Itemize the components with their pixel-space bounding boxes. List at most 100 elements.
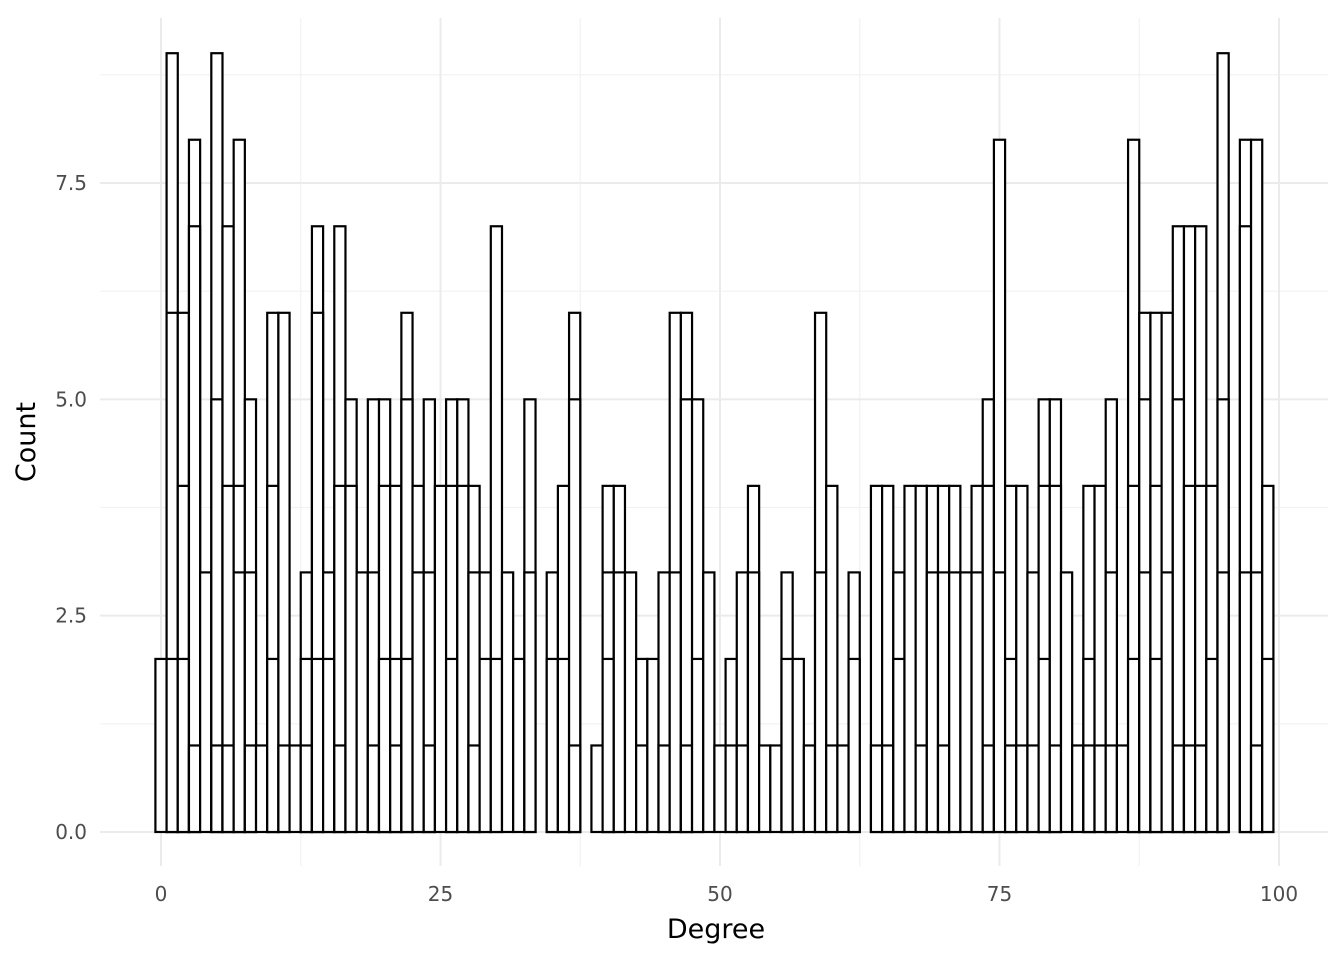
histogram-bar xyxy=(914,744,928,834)
histogram-bar xyxy=(512,657,526,834)
histogram-bar xyxy=(1104,744,1118,834)
histogram-bar xyxy=(780,657,794,834)
histogram-bar xyxy=(187,744,202,834)
histogram-bar xyxy=(310,657,325,834)
histogram-bar xyxy=(422,744,437,834)
histogram-bar xyxy=(1037,657,1051,834)
y-tick-label: 7.5 xyxy=(55,171,87,195)
histogram-bar xyxy=(254,744,269,834)
histogram-bar xyxy=(322,657,336,834)
histogram-bar xyxy=(1015,744,1029,834)
histogram-bar xyxy=(187,225,202,834)
histogram-bar xyxy=(545,657,559,834)
histogram-bar xyxy=(176,657,191,834)
histogram-bar xyxy=(970,571,984,834)
histogram-bar xyxy=(646,657,660,834)
histogram-bar xyxy=(400,657,414,834)
histogram-bar xyxy=(903,484,917,834)
histogram-bar xyxy=(1238,571,1253,834)
histogram-bar xyxy=(623,571,638,834)
histogram-bar xyxy=(802,744,817,834)
histogram-bar xyxy=(433,484,448,834)
histogram-bar xyxy=(713,744,727,834)
histogram-bar xyxy=(590,744,604,834)
histogram-bar xyxy=(735,744,750,834)
histogram-bar xyxy=(266,657,280,834)
histogram-bar xyxy=(288,744,302,834)
histogram-bar xyxy=(556,657,571,834)
x-axis-ticks: 0 25 50 75 100 xyxy=(155,882,1298,906)
y-axis-title: Count xyxy=(11,402,42,482)
histogram-bar xyxy=(1048,744,1063,834)
histogram-bar xyxy=(165,657,179,834)
histogram-bar xyxy=(881,744,895,834)
histogram-bar xyxy=(1138,571,1152,834)
y-tick-label: 5.0 xyxy=(55,387,87,411)
histogram-bar xyxy=(467,744,481,834)
histogram-bar xyxy=(210,744,224,834)
histogram-bar xyxy=(1261,657,1275,834)
histogram-bar xyxy=(959,571,973,834)
histogram-bar xyxy=(377,657,392,834)
x-tick-label: 100 xyxy=(1260,882,1298,906)
histogram-bar xyxy=(333,744,347,834)
histogram-bar xyxy=(1126,657,1141,834)
histogram-bar xyxy=(1149,657,1163,834)
histogram-bar xyxy=(936,744,951,834)
histogram-bar xyxy=(702,571,716,834)
histogram-bar xyxy=(389,744,403,834)
histogram-bar xyxy=(1082,744,1096,834)
histogram-bars xyxy=(154,52,1275,834)
y-tick-label: 2.5 xyxy=(55,604,87,628)
histogram-bar xyxy=(1115,744,1130,834)
histogram-bar xyxy=(724,744,738,834)
histogram-bar xyxy=(1205,657,1219,834)
y-tick-label: 0.0 xyxy=(55,820,87,844)
histogram-bar xyxy=(411,571,425,834)
histogram-bar xyxy=(1071,744,1085,834)
histogram-bar xyxy=(1093,744,1107,834)
histogram-bar xyxy=(1026,744,1040,834)
histogram-bar xyxy=(199,571,213,834)
histogram-bar xyxy=(277,744,291,834)
histogram-bar xyxy=(232,571,246,834)
histogram-bar xyxy=(657,744,671,834)
histogram-bar xyxy=(601,657,615,834)
histogram-bar xyxy=(769,744,783,834)
x-axis-title: Degree xyxy=(667,914,765,945)
histogram-bar xyxy=(299,744,314,834)
histogram-bar xyxy=(243,744,258,834)
histogram-bar xyxy=(1003,744,1018,834)
histogram-bar xyxy=(221,744,235,834)
histogram-bar xyxy=(892,657,906,834)
histogram-bar xyxy=(1249,744,1264,834)
histogram-bar xyxy=(1171,744,1186,834)
histogram-bar xyxy=(690,657,705,834)
histogram-bar xyxy=(478,657,492,834)
x-tick-label: 75 xyxy=(987,882,1012,906)
histogram-bar xyxy=(1194,744,1208,834)
histogram-bar xyxy=(825,744,839,834)
histogram-bar xyxy=(925,571,940,834)
histogram-bar xyxy=(992,571,1007,834)
histogram-bar xyxy=(836,744,850,834)
histogram-bar xyxy=(981,744,996,834)
histogram-bar xyxy=(869,744,884,834)
histogram-bar xyxy=(489,657,504,834)
histogram-bar xyxy=(758,744,772,834)
histogram-bar xyxy=(948,571,962,834)
x-tick-label: 50 xyxy=(707,882,732,906)
histogram-bar xyxy=(847,657,861,834)
histogram-bar xyxy=(1216,571,1230,834)
y-axis-ticks: 0.0 2.5 5.0 7.5 xyxy=(55,171,87,844)
histogram-bar xyxy=(635,744,649,834)
histogram-bar xyxy=(523,571,537,834)
histogram-bar xyxy=(791,657,805,834)
histogram-bar xyxy=(344,484,358,834)
histogram-bar xyxy=(679,744,694,834)
histogram-bar xyxy=(444,657,459,834)
histogram-bar xyxy=(456,484,470,834)
histogram-bar xyxy=(668,571,682,834)
histogram-bar xyxy=(612,571,627,834)
